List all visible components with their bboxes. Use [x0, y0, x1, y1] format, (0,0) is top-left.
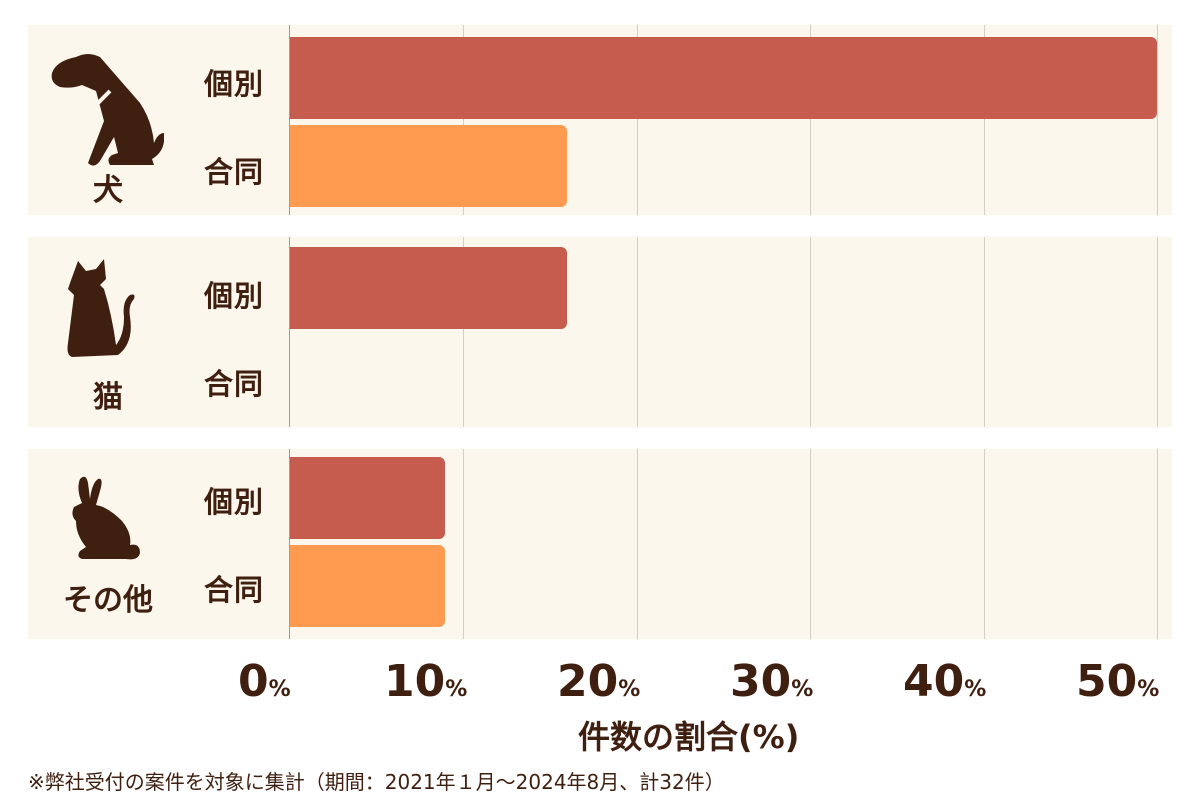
row-label-joint: 合同	[204, 573, 265, 607]
gridline-30	[810, 25, 811, 639]
rabbit-icon	[72, 476, 140, 560]
dog-icon	[51, 54, 164, 166]
x-tick-40: 40%	[903, 656, 987, 707]
group-panel-other: その他 個別 合同	[28, 449, 1172, 639]
group-panel-cat: 猫 個別 合同	[28, 237, 1172, 427]
x-tick-30: 30%	[730, 656, 814, 707]
gridline-50	[1157, 25, 1158, 639]
x-tick-0: 0%	[238, 656, 291, 707]
gridline-10	[463, 25, 464, 639]
group-label: その他	[63, 583, 153, 618]
row-label-joint: 合同	[204, 367, 265, 401]
row-label-individual: 個別	[204, 485, 265, 519]
group-label: 猫	[93, 380, 123, 415]
row-label-joint: 合同	[204, 155, 265, 189]
group-label: 犬	[93, 173, 123, 208]
gridline-0	[289, 237, 290, 427]
bar-dog-joint	[290, 125, 567, 207]
gridline-0	[289, 449, 290, 639]
row-label-individual: 個別	[204, 279, 265, 313]
x-tick-50: 50%	[1076, 656, 1160, 707]
gridline-40	[984, 25, 985, 639]
row-label-individual: 個別	[204, 67, 265, 101]
x-axis-label: 件数の割合(%)	[578, 718, 800, 756]
bar-cat-individual	[290, 247, 567, 329]
bar-dog-individual	[290, 37, 1157, 119]
gridline-0	[289, 25, 290, 215]
cat-icon	[67, 259, 135, 357]
gridline-20	[637, 25, 638, 639]
x-tick-20: 20%	[557, 656, 641, 707]
footnote: ※弊社受付の案件を対象に集計（期間：2021年１月～2024年8月、計32件）	[28, 770, 725, 794]
x-tick-10: 10%	[384, 656, 468, 707]
bar-other-individual	[290, 457, 445, 539]
bar-other-joint	[290, 545, 445, 627]
